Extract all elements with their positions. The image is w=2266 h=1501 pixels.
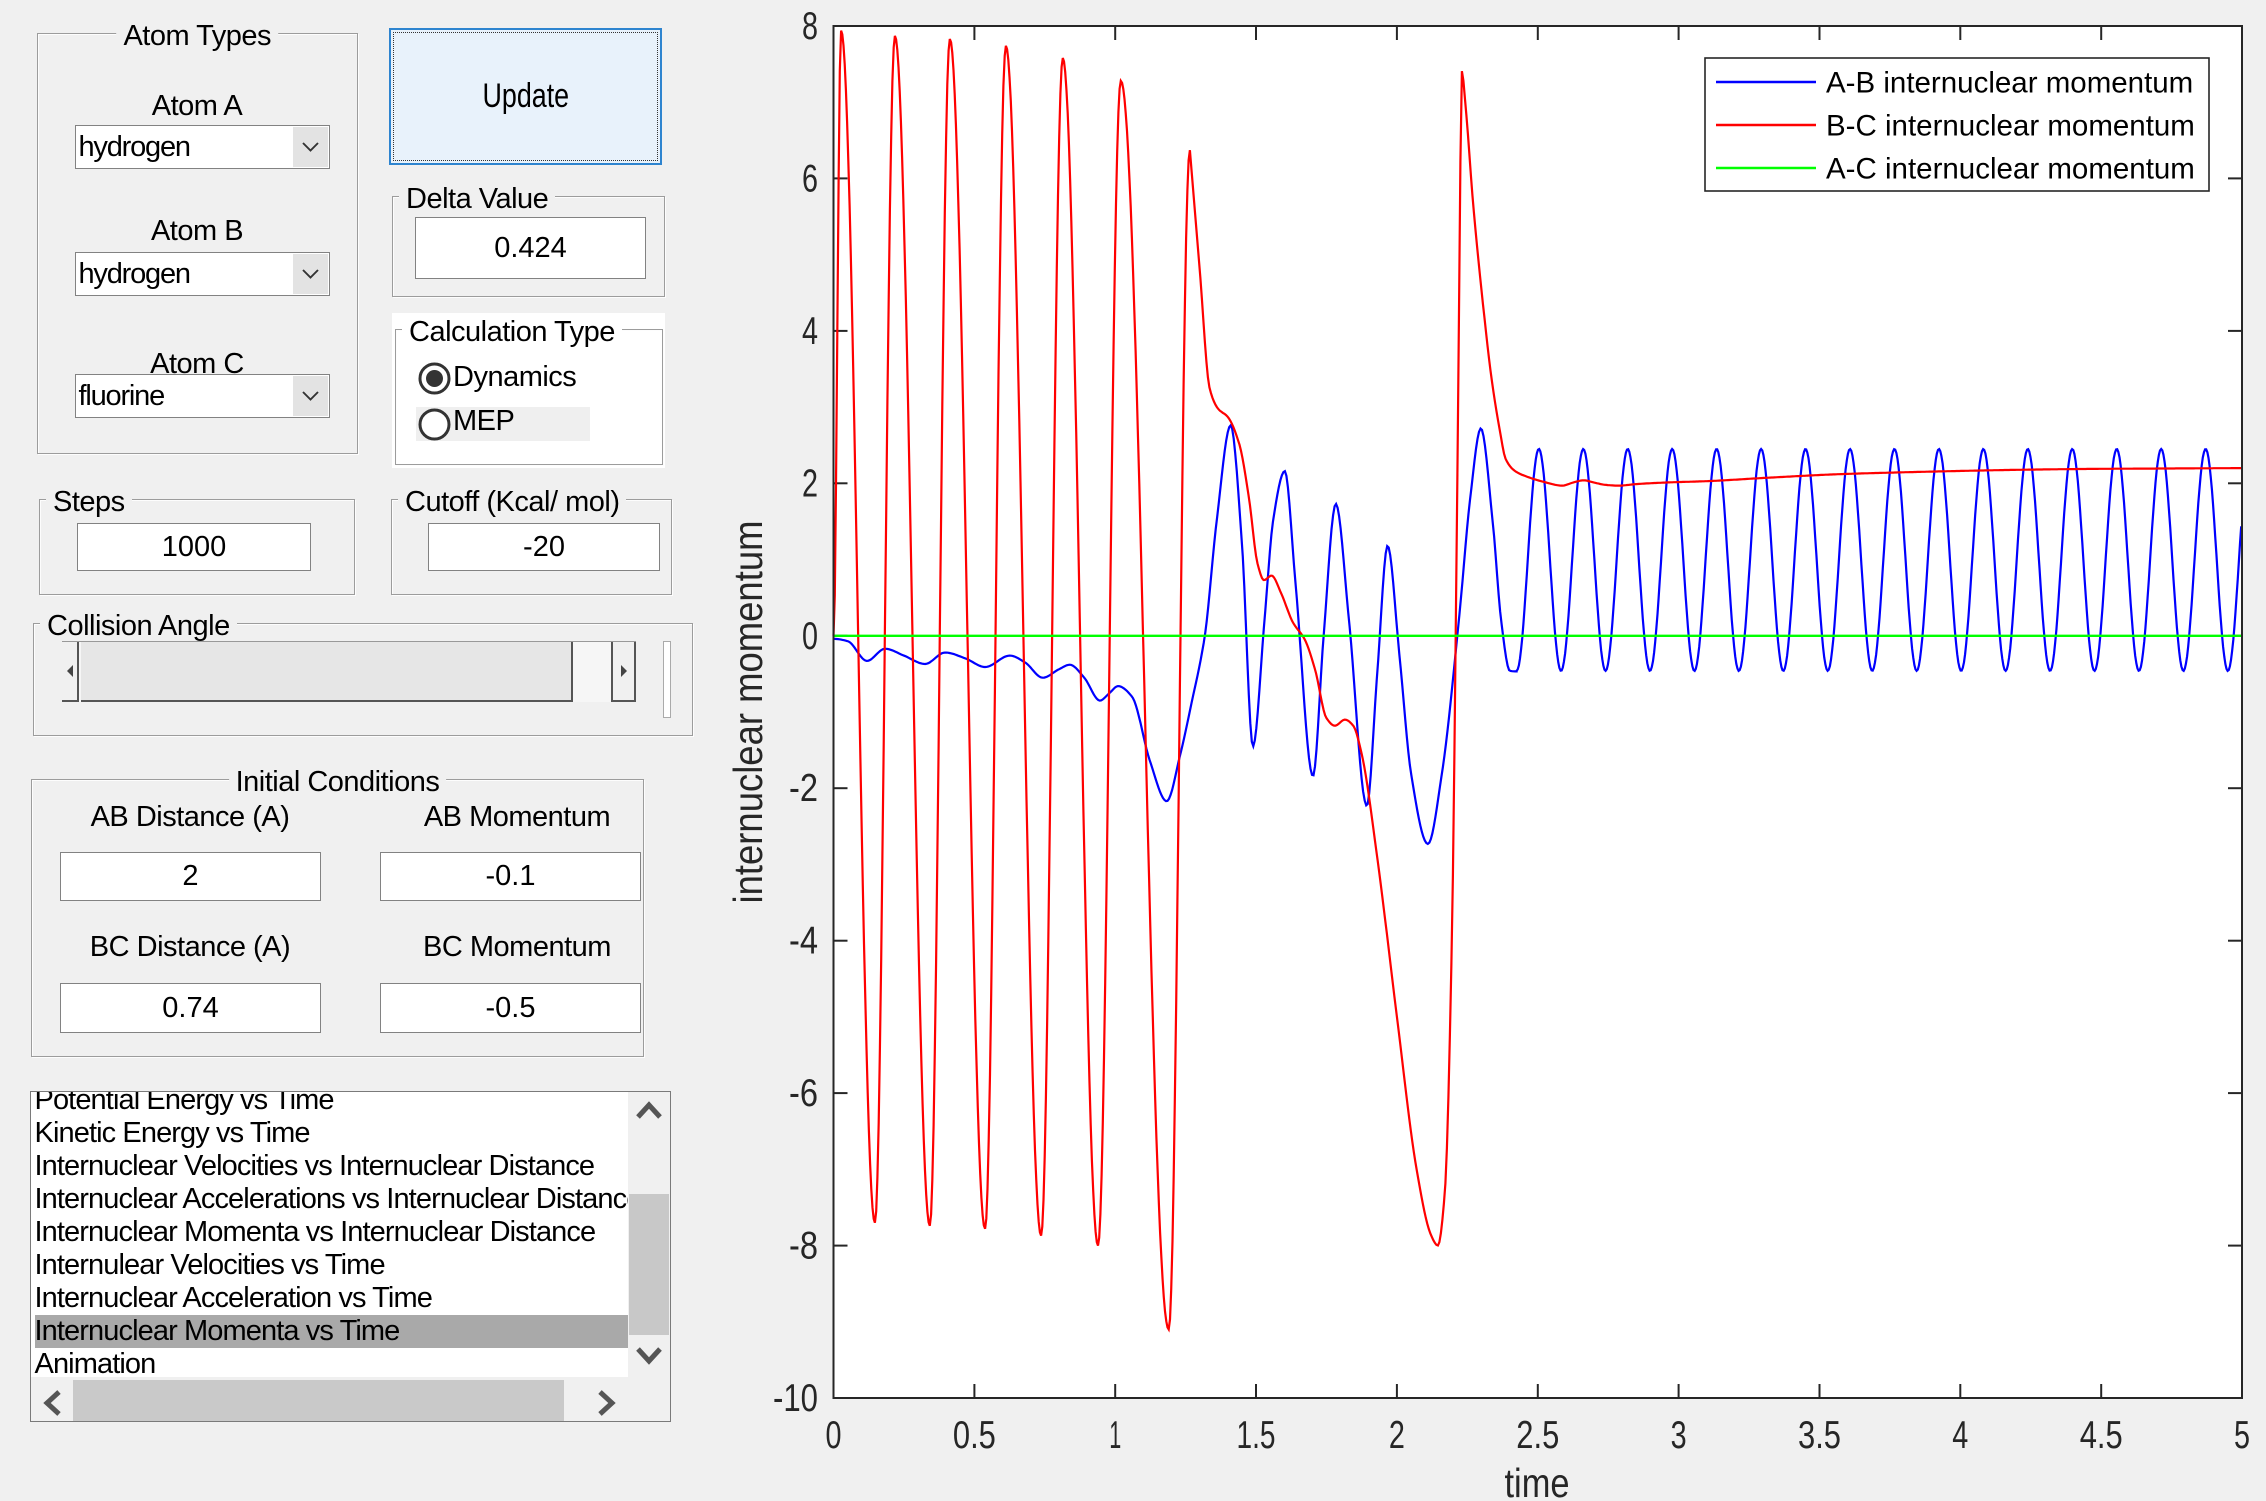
svg-text:4: 4	[802, 310, 818, 353]
svg-text:-2: -2	[789, 767, 818, 810]
svg-text:8: 8	[802, 5, 818, 48]
svg-text:4: 4	[1952, 1414, 1968, 1457]
svg-text:A-B internuclear momentum: A-B internuclear momentum	[1826, 67, 2193, 100]
svg-text:5: 5	[2234, 1414, 2250, 1457]
svg-text:0.5: 0.5	[953, 1414, 996, 1457]
svg-text:4.5: 4.5	[2080, 1414, 2123, 1457]
svg-text:6: 6	[802, 157, 818, 200]
svg-text:3: 3	[1671, 1414, 1687, 1457]
svg-text:3.5: 3.5	[1798, 1414, 1841, 1457]
svg-text:-8: -8	[789, 1225, 818, 1268]
svg-text:1: 1	[1109, 1414, 1121, 1457]
svg-text:A-C internuclear momentum: A-C internuclear momentum	[1826, 153, 2195, 186]
svg-text:1.5: 1.5	[1237, 1414, 1276, 1457]
svg-text:internuclear momentum: internuclear momentum	[725, 521, 771, 904]
svg-text:0: 0	[826, 1414, 842, 1457]
svg-text:2: 2	[1389, 1414, 1405, 1457]
svg-text:-4: -4	[789, 920, 818, 963]
svg-text:0: 0	[802, 615, 818, 658]
svg-text:2: 2	[802, 462, 818, 505]
svg-text:B-C internuclear momentum: B-C internuclear momentum	[1826, 110, 2195, 143]
svg-text:-10: -10	[773, 1377, 818, 1420]
svg-text:-6: -6	[789, 1072, 818, 1115]
svg-text:2.5: 2.5	[1516, 1414, 1559, 1457]
svg-text:time: time	[1505, 1460, 1570, 1501]
